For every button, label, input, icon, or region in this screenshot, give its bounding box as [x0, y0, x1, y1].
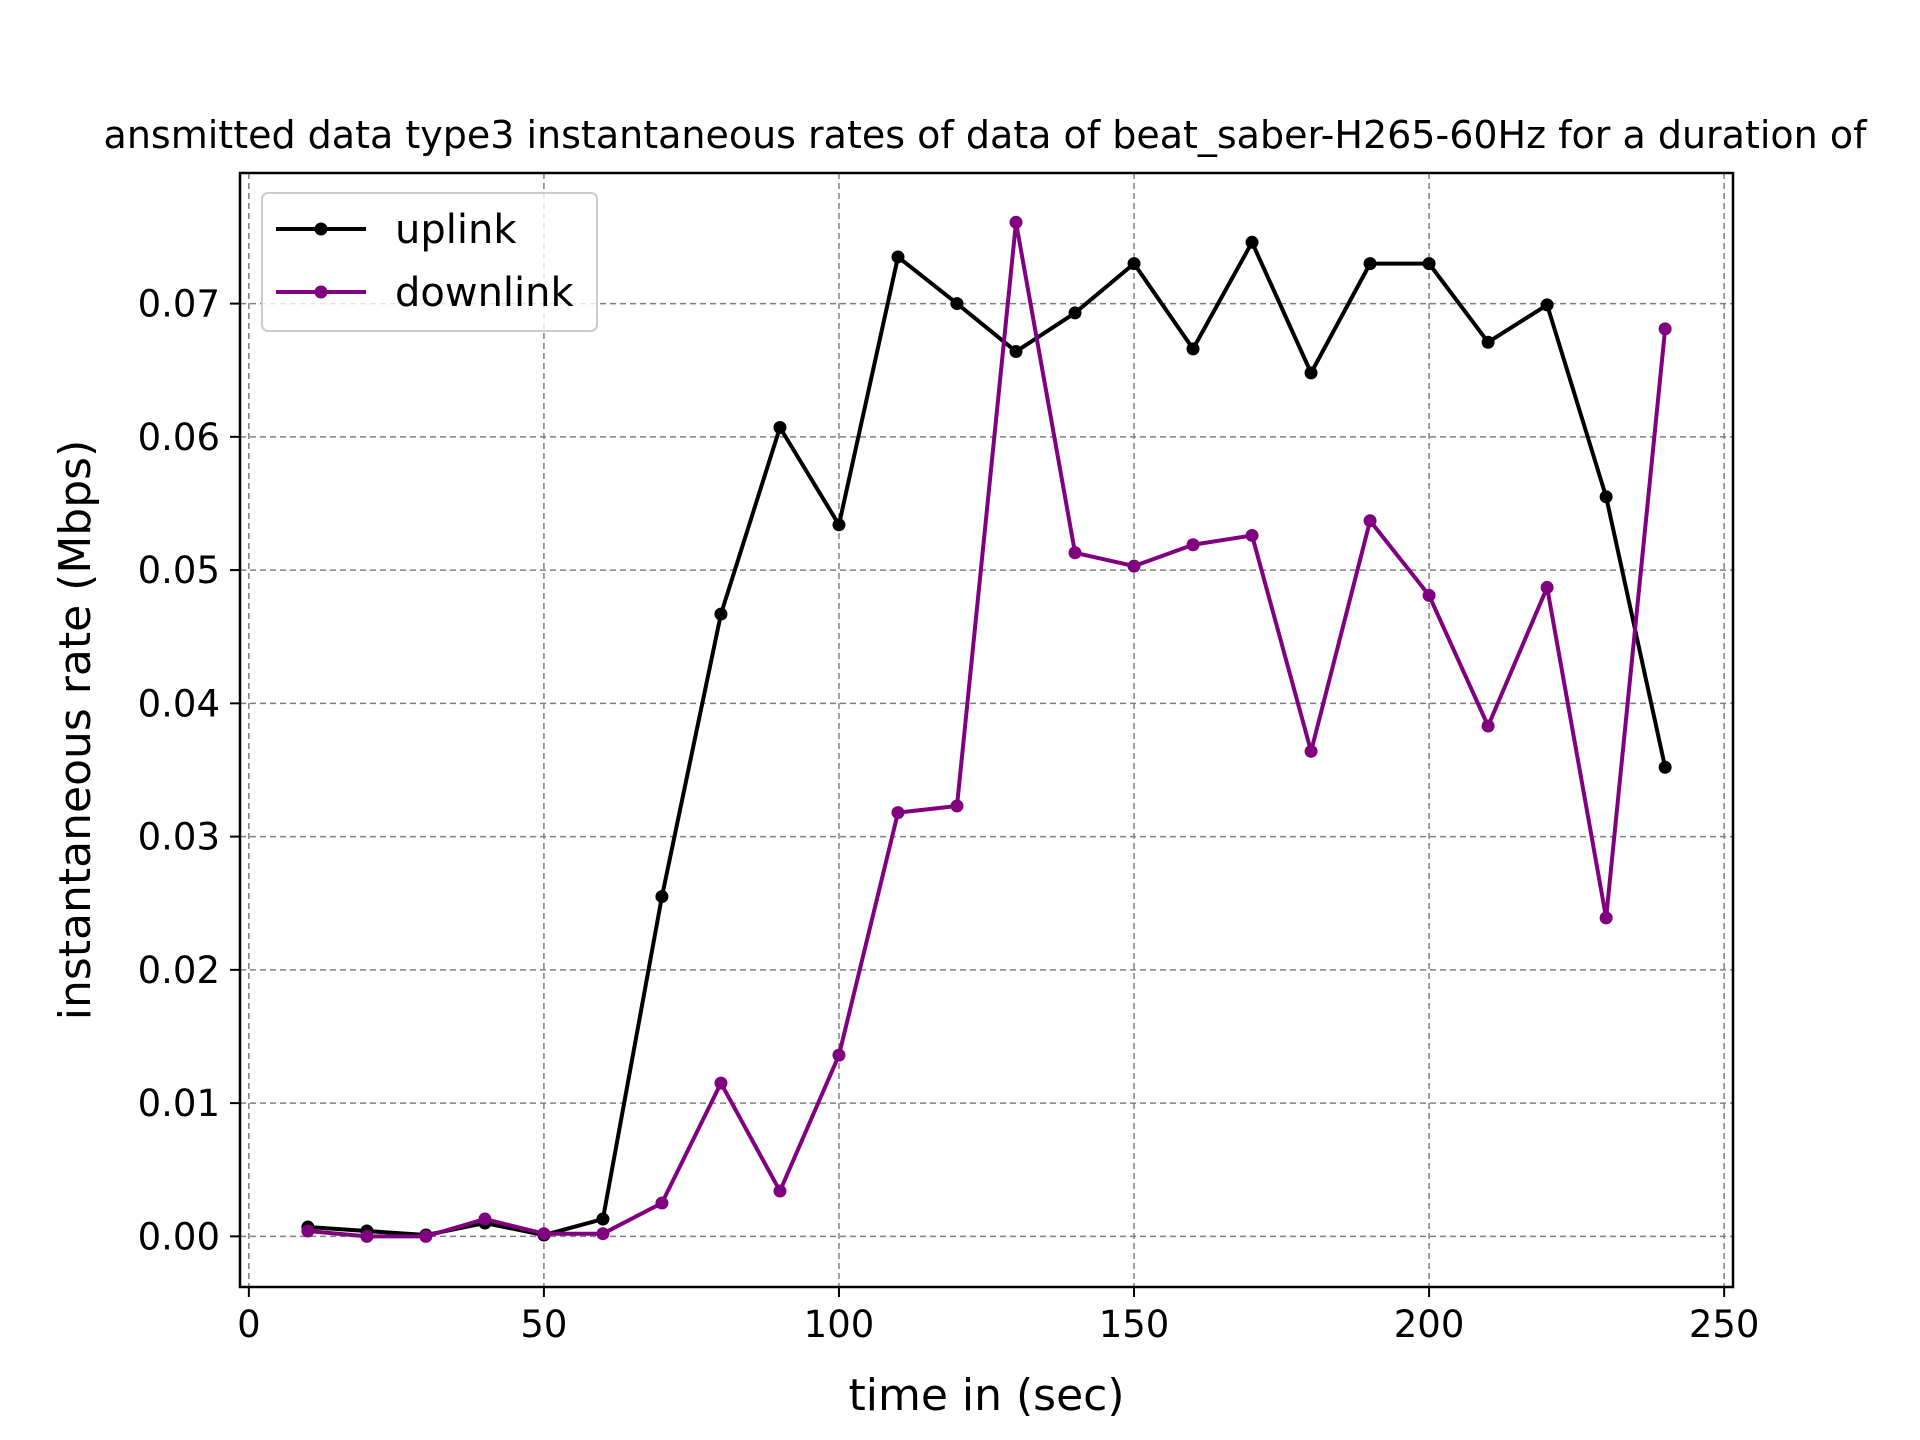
data-point-downlink	[1658, 322, 1672, 336]
x-axis-label: time in (sec)	[848, 1370, 1124, 1421]
y-tick-label: 0.07	[138, 283, 220, 326]
data-point-uplink	[1658, 760, 1672, 774]
data-point-downlink	[478, 1212, 492, 1226]
x-tick-label: 250	[1689, 1303, 1760, 1346]
series-downlink	[301, 215, 1672, 1243]
data-point-downlink	[950, 799, 964, 813]
y-tick-label: 0.02	[138, 949, 220, 992]
data-point-uplink	[1127, 257, 1141, 271]
data-point-uplink	[1599, 490, 1613, 504]
data-point-downlink	[1599, 911, 1613, 925]
data-point-uplink	[1363, 257, 1377, 271]
data-point-uplink	[1245, 235, 1259, 249]
data-point-uplink	[1422, 257, 1436, 271]
data-point-downlink	[596, 1227, 610, 1241]
data-point-downlink	[1540, 580, 1554, 594]
data-point-uplink	[891, 250, 905, 264]
data-point-downlink	[1009, 215, 1023, 229]
data-point-downlink	[360, 1229, 374, 1243]
series-line-downlink	[307, 220, 1668, 1239]
y-tick-label: 0.00	[138, 1215, 220, 1258]
x-tick-label: 100	[804, 1303, 875, 1346]
data-point-downlink	[832, 1048, 846, 1062]
data-point-downlink	[1422, 588, 1436, 602]
y-axis-label: instantaneous rate (Mbps)	[50, 440, 101, 1020]
legend: uplink downlink	[261, 192, 598, 332]
axis-ticks: 0 50 100 150 200 250 0.00 0.01 0.02 0.03 0.04 0.05 0…	[138, 283, 1760, 1346]
data-point-uplink	[1540, 298, 1554, 312]
chart-title: ansmitted data type3 instantaneous rates…	[104, 113, 1869, 157]
y-tick-label: 0.04	[138, 682, 220, 725]
data-point-uplink	[1481, 335, 1495, 349]
data-point-downlink	[1304, 744, 1318, 758]
grid	[240, 173, 1733, 1287]
data-point-downlink	[301, 1224, 315, 1238]
data-point-uplink	[832, 518, 846, 532]
data-point-downlink	[537, 1227, 551, 1241]
x-tick-label: 200	[1394, 1303, 1465, 1346]
data-point-uplink	[950, 297, 964, 311]
y-tick-label: 0.05	[138, 549, 220, 592]
data-point-downlink	[655, 1196, 669, 1210]
data-point-uplink	[1304, 366, 1318, 380]
data-point-downlink	[1068, 546, 1082, 560]
data-point-uplink	[1186, 342, 1200, 356]
plot-frame	[238, 171, 1735, 1289]
y-tick-label: 0.01	[138, 1082, 220, 1125]
data-point-uplink	[714, 607, 728, 621]
legend-label-uplink: uplink	[395, 207, 517, 253]
data-point-uplink	[655, 890, 669, 904]
x-tick-label: 150	[1099, 1303, 1170, 1346]
data-point-downlink	[1245, 528, 1259, 542]
data-point-uplink	[773, 421, 787, 435]
data-point-uplink	[1009, 345, 1023, 359]
x-tick-label: 0	[237, 1303, 261, 1346]
data-point-downlink	[1481, 719, 1495, 733]
data-point-uplink	[1068, 306, 1082, 320]
legend-label-downlink: downlink	[395, 270, 575, 316]
data-point-uplink	[596, 1212, 610, 1226]
data-point-downlink	[891, 806, 905, 820]
y-tick-label: 0.03	[138, 816, 220, 859]
series-layer	[301, 215, 1672, 1243]
legend-marker-uplink	[314, 222, 328, 236]
data-point-downlink	[419, 1229, 433, 1243]
legend-marker-downlink	[314, 285, 328, 299]
data-point-downlink	[1127, 559, 1141, 573]
x-tick-label: 50	[520, 1303, 567, 1346]
data-point-downlink	[1363, 514, 1377, 528]
data-point-downlink	[1186, 538, 1200, 552]
data-point-downlink	[714, 1076, 728, 1090]
y-tick-label: 0.06	[138, 416, 220, 459]
data-point-downlink	[773, 1184, 787, 1198]
